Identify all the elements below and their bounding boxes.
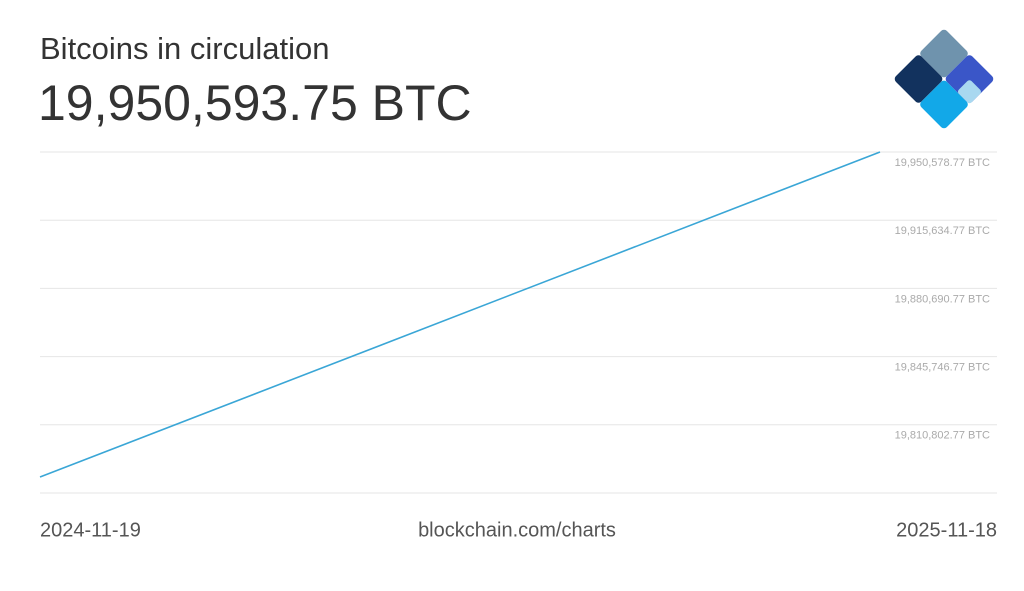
logo-part	[957, 80, 981, 104]
x-start-label: 2024-11-19	[40, 519, 141, 541]
logo	[894, 29, 994, 129]
y-tick-label: 19,845,746.77 BTC	[895, 362, 990, 374]
logo-part	[945, 55, 994, 103]
x-end-label: 2025-11-18	[896, 519, 997, 541]
series-line	[39, 151, 881, 478]
y-tick-label: 19,950,578.77 BTC	[895, 157, 990, 169]
source: blockchain.com/charts	[418, 519, 616, 541]
logo-part	[920, 80, 968, 129]
logo-part	[920, 29, 968, 78]
chart-title: Bitcoins in circulation	[40, 31, 329, 66]
logo-part	[894, 55, 943, 103]
y-tick-label: 19,880,690.77 BTC	[895, 293, 990, 305]
y-tick-label: 19,810,802.77 BTC	[895, 430, 990, 442]
headline-value: 19,950,593.75 BTC	[38, 75, 472, 131]
y-tick-label: 19,915,634.77 BTC	[895, 225, 990, 237]
